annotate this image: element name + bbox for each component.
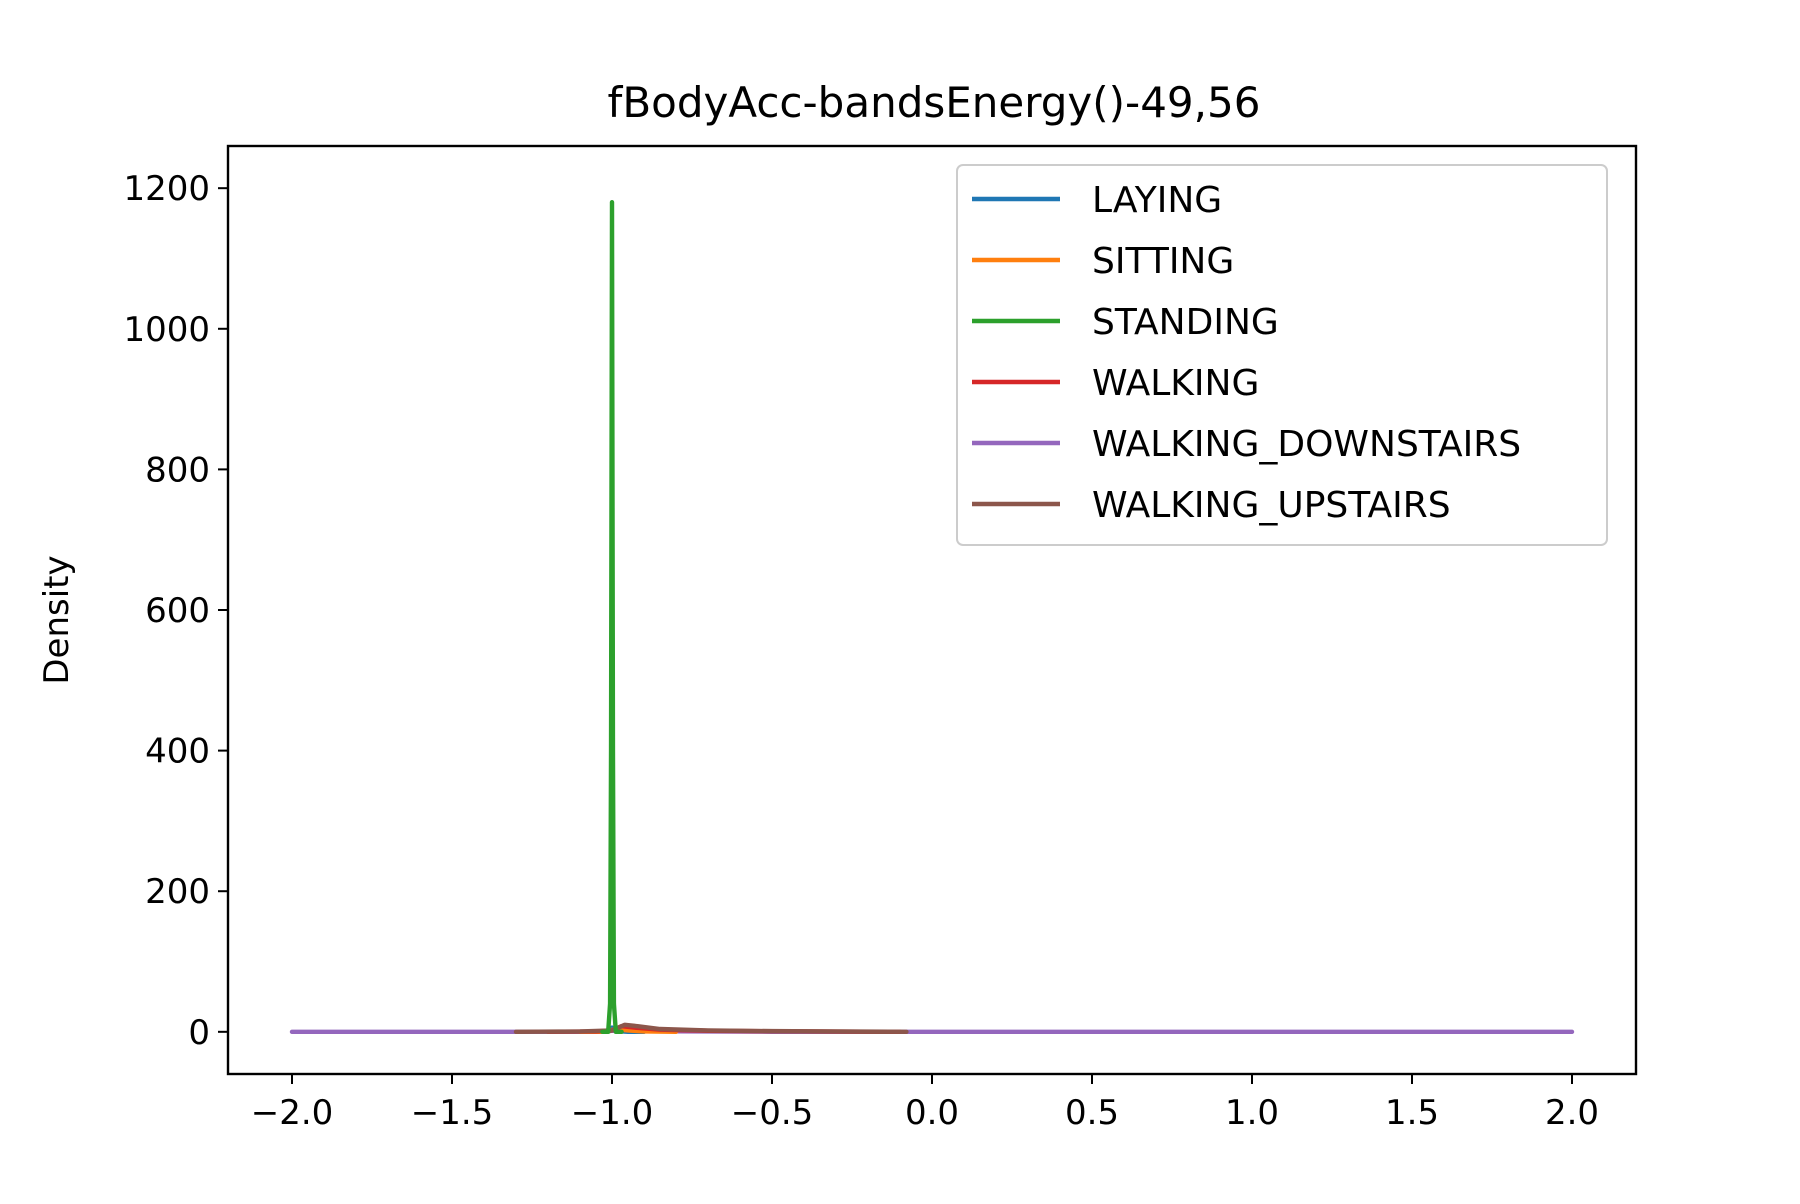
x-tick-label: −2.0 <box>251 1093 334 1133</box>
legend-box <box>956 164 1608 546</box>
x-tick-label: −0.5 <box>731 1093 814 1133</box>
legend-label: WALKING_UPSTAIRS <box>1092 485 1451 526</box>
legend-label: WALKING <box>1092 363 1259 404</box>
series-layer <box>289 200 1575 1035</box>
plot-frame <box>226 144 1638 1076</box>
x-tick-label: −1.0 <box>571 1093 654 1133</box>
legend-label: SITTING <box>1092 241 1234 282</box>
y-tick-label: 1200 <box>123 169 210 209</box>
y-tick-label: 200 <box>145 872 210 912</box>
series-line-walking-upstairs <box>513 1022 909 1035</box>
plot-area <box>289 200 1575 1035</box>
x-tick-label: 1.5 <box>1385 1093 1439 1133</box>
series-line-standing <box>600 200 624 1035</box>
y-tick-label: 800 <box>145 450 210 490</box>
y-tick-label: 400 <box>145 732 210 772</box>
x-axis: −2.0 −1.5 −1.0 −0.5 0.0 0.5 1.0 1.5 2.0 <box>251 1074 1599 1133</box>
y-axis: 0 200 400 600 800 1000 1200 <box>123 169 228 1053</box>
y-tick-label: 0 <box>188 1013 210 1053</box>
x-tick-label: 0.5 <box>1065 1093 1119 1133</box>
y-tick-label: 600 <box>145 591 210 631</box>
y-tick-label: 1000 <box>123 310 210 350</box>
legend: LAYING SITTING STANDING WALKING WALKING_DOWN… <box>956 164 1608 546</box>
chart-title: fBodyAcc-bandsEnergy()-49,56 <box>608 78 1261 127</box>
x-tick-label: 2.0 <box>1545 1093 1599 1133</box>
series-line-walking-downstairs <box>289 1028 1575 1035</box>
legend-label: STANDING <box>1092 302 1279 343</box>
y-axis-label: Density <box>37 555 77 684</box>
x-tick-label: 0.0 <box>905 1093 959 1133</box>
x-tick-label: 1.0 <box>1225 1093 1279 1133</box>
legend-label: WALKING_DOWNSTAIRS <box>1092 424 1521 465</box>
x-tick-label: −1.5 <box>411 1093 494 1133</box>
legend-label: LAYING <box>1092 180 1222 221</box>
